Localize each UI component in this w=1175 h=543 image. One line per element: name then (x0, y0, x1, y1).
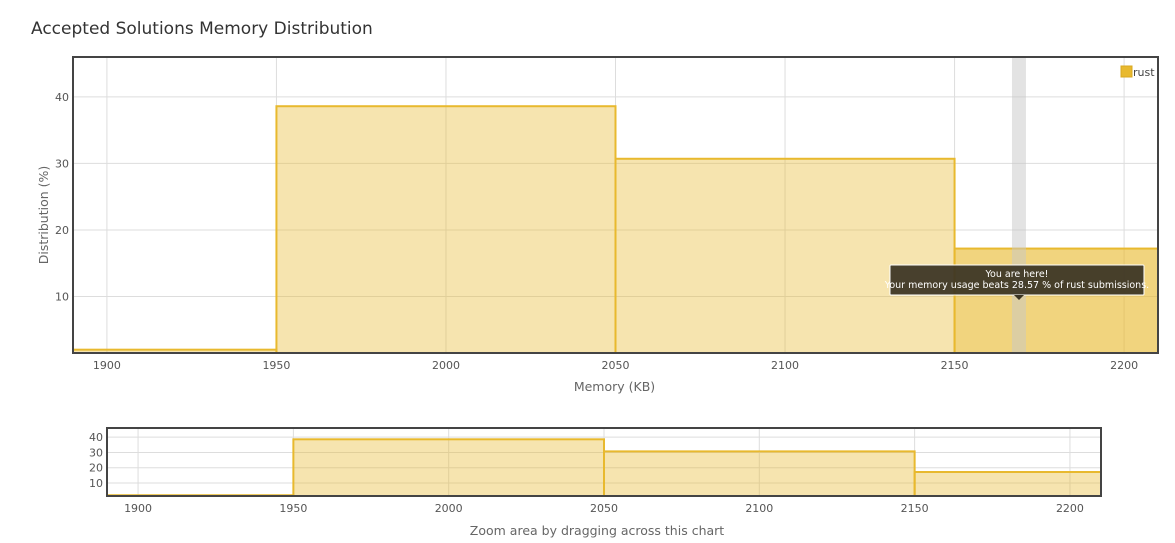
nav-xtick-2050: 2050 (590, 502, 618, 515)
nav-ytick-10: 10 (89, 477, 103, 490)
nav-bar-1[interactable] (292, 438, 605, 497)
your-position-band (1011, 58, 1026, 352)
nav-xtick-1900: 1900 (124, 502, 152, 515)
main-bar-3[interactable] (953, 247, 1159, 354)
tooltip-arrow (1013, 295, 1024, 300)
main-xtick-1900: 1900 (93, 359, 121, 372)
you-are-here-tooltip: You are here! Your memory usage beats 28… (884, 264, 1149, 300)
main-xtick-2200: 2200 (1110, 359, 1138, 372)
nav-bar-3[interactable] (913, 471, 1102, 498)
main-bar-2[interactable] (614, 157, 956, 354)
main-ticks: 1900 1950 2000 2050 2100 2150 2200 10 20 30 40 (55, 91, 1138, 372)
legend-swatch-rust[interactable] (1120, 65, 1133, 78)
nav-xtick-2100: 2100 (745, 502, 773, 515)
legend-label-rust[interactable]: rust (1133, 66, 1155, 79)
main-ytick-20: 20 (55, 224, 69, 237)
nav-xtick-2200: 2200 (1056, 502, 1084, 515)
tooltip-line-1: You are here! (984, 269, 1048, 280)
main-xtick-2000: 2000 (432, 359, 460, 372)
main-bar-1[interactable] (275, 105, 617, 354)
main-ytick-10: 10 (55, 290, 69, 303)
x-axis-label: Memory (KB) (574, 379, 655, 394)
nav-bar-2[interactable] (603, 450, 916, 497)
tooltip-line-2: Your memory usage beats 28.57 % of rust … (884, 280, 1149, 291)
main-plot-frame (72, 56, 1159, 354)
navigator-ticks: 1900 1950 2000 2050 2100 2150 2200 10 20 30 40 (89, 431, 1084, 515)
main-xtick-2150: 2150 (941, 359, 969, 372)
nav-ytick-40: 40 (89, 431, 103, 444)
main-xtick-1950: 1950 (262, 359, 290, 372)
navigator-frame[interactable] (106, 427, 1102, 497)
nav-xtick-1950: 1950 (279, 502, 307, 515)
nav-xtick-2000: 2000 (435, 502, 463, 515)
nav-xtick-2150: 2150 (901, 502, 929, 515)
main-xtick-2100: 2100 (771, 359, 799, 372)
main-ytick-30: 30 (55, 157, 69, 170)
navigator-zoom-hint: Zoom area by dragging across this chart (470, 523, 724, 538)
page-title: Accepted Solutions Memory Distribution (31, 19, 373, 39)
nav-ytick-20: 20 (89, 462, 103, 475)
main-xtick-2050: 2050 (602, 359, 630, 372)
legend[interactable]: rust (1120, 65, 1155, 79)
nav-ytick-30: 30 (89, 446, 103, 459)
main-ytick-40: 40 (55, 91, 69, 104)
y-axis-label: Distribution (%) (36, 166, 51, 265)
